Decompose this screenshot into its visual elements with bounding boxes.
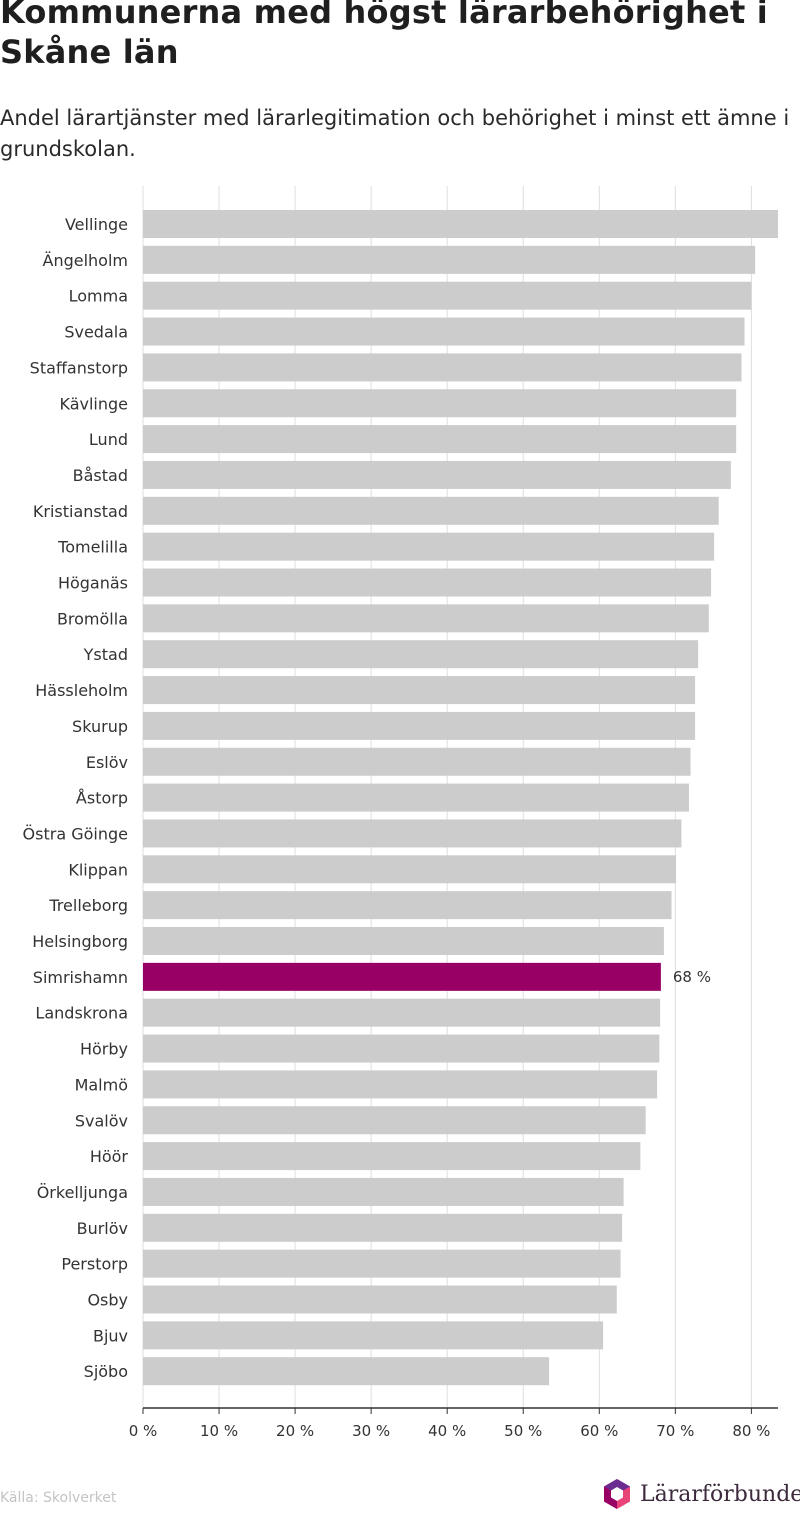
category-label: Skurup [72,717,128,736]
lararforbundet-logo-icon [604,1479,630,1509]
category-label: Eslöv [86,753,128,772]
category-label: Sjöbo [84,1362,128,1381]
bar-Malmö [143,1070,658,1099]
bar-Lund [143,425,737,454]
bar-Höganäs [143,568,712,597]
category-label: Örkelljunga [37,1183,128,1202]
category-label: Ystad [83,645,128,664]
bar-Ängelholm [143,245,756,274]
bars [143,210,778,1386]
category-label: Bjuv [93,1326,128,1345]
category-label: Ängelholm [43,251,129,270]
chart-title: Kommunerna med högst lärarbehörighet i S… [0,0,768,71]
category-label: Staffanstorp [30,358,128,377]
bar-Burlöv [143,1213,623,1242]
category-label: Hässleholm [35,681,128,700]
category-label: Bromölla [57,609,128,628]
category-label: Åstorp [76,789,128,808]
bar-Hörby [143,1034,660,1063]
category-label: Svedala [64,323,128,342]
bar-Staffanstorp [143,353,742,382]
bar-Eslöv [143,747,691,776]
bar-Lomma [143,281,752,310]
bar-Perstorp [143,1249,621,1278]
bar-Skurup [143,711,696,740]
x-tick-label: 10 % [200,1422,238,1440]
chart-subtitle: Andel lärartjänster med lärarlegitimatio… [0,106,790,161]
category-label: Höör [90,1147,129,1166]
bar-Simrishamn [143,962,661,991]
bar-chart: Vellinge Ängelholm Lomma Svedala Staffanstor… [23,186,778,1440]
x-tick-label: 40 % [428,1422,466,1440]
x-tick-label: 0 % [129,1422,158,1440]
category-label: Osby [87,1291,128,1310]
category-label: Hörby [80,1040,128,1059]
bar-Klippan [143,855,677,884]
category-label: Simrishamn [33,968,128,987]
category-label: Burlöv [77,1219,128,1238]
category-label: Kävlinge [59,394,128,413]
x-tick-label: 50 % [504,1422,542,1440]
bar-Trelleborg [143,891,672,920]
category-label: Landskrona [35,1004,128,1023]
bar-Tomelilla [143,532,715,561]
bar-Östra Göinge [143,819,682,848]
bar-Åstorp [143,783,690,812]
bar-Båstad [143,460,731,489]
category-label: Östra Göinge [23,824,128,843]
category-label: Svalöv [75,1111,128,1130]
category-label: Trelleborg [48,896,128,915]
source-note: Källa: Skolverket [0,1490,117,1506]
category-label: Höganäs [58,574,128,593]
bar-Sjöbo [143,1357,550,1386]
category-labels: Vellinge Ängelholm Lomma Svedala Staffanstor… [23,215,711,1381]
category-label: Tomelilla [57,538,128,557]
category-label: Båstad [73,466,128,485]
category-label: Helsingborg [32,932,128,951]
bar-Kävlinge [143,389,737,418]
bar-Höör [143,1142,641,1171]
bar-Svedala [143,317,745,346]
category-label: Malmö [75,1075,128,1094]
bar-Osby [143,1285,617,1314]
bar-Vellinge [143,210,778,238]
bar-Ystad [143,640,699,669]
category-label: Lund [89,430,128,449]
category-label: Lomma [69,287,128,306]
x-tick-label: 20 % [276,1422,314,1440]
category-label: Vellinge [65,215,128,234]
x-tick-label: 80 % [732,1422,770,1440]
category-label: Klippan [68,860,128,879]
x-tick-label: 30 % [352,1422,390,1440]
bar-Kristianstad [143,496,719,525]
bar-Bjuv [143,1321,604,1350]
brand-name: Lärarförbundet [640,1481,800,1507]
bar-Landskrona [143,998,661,1027]
category-label: Kristianstad [33,502,128,521]
category-label: Perstorp [61,1255,128,1274]
x-tick-label: 60 % [580,1422,618,1440]
bar-Bromölla [143,604,709,633]
bar-Helsingborg [143,927,664,955]
bar-Svalöv [143,1106,646,1135]
brand-logo: Lärarförbundet [600,1474,800,1514]
bar-Hässleholm [143,676,696,705]
data-label: 68 % [673,968,711,986]
x-axis: 0 % 10 % 20 % 30 % 40 % 50 % 60 % 70 % 80 % [129,1407,778,1440]
bar-Örkelljunga [143,1177,624,1206]
x-tick-label: 70 % [656,1422,694,1440]
